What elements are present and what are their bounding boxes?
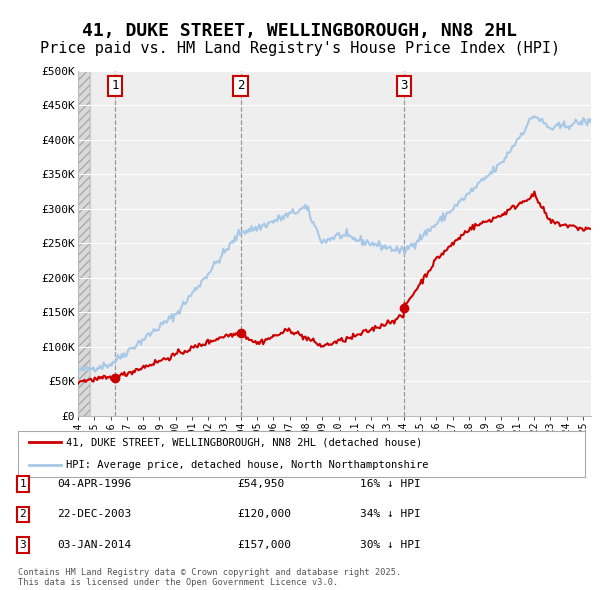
Text: 04-APR-1996: 04-APR-1996 [57,479,131,489]
Text: 1: 1 [111,80,119,93]
Text: 1: 1 [19,479,26,489]
Text: 3: 3 [19,540,26,550]
Text: 41, DUKE STREET, WELLINGBOROUGH, NN8 2HL (detached house): 41, DUKE STREET, WELLINGBOROUGH, NN8 2HL… [66,437,422,447]
Text: 2: 2 [19,510,26,519]
Text: 22-DEC-2003: 22-DEC-2003 [57,510,131,519]
Text: 3: 3 [400,80,407,93]
Text: 41, DUKE STREET, WELLINGBOROUGH, NN8 2HL: 41, DUKE STREET, WELLINGBOROUGH, NN8 2HL [83,22,517,41]
Text: 34% ↓ HPI: 34% ↓ HPI [360,510,421,519]
Text: HPI: Average price, detached house, North Northamptonshire: HPI: Average price, detached house, Nort… [66,460,428,470]
Text: £157,000: £157,000 [237,540,291,550]
Text: 16% ↓ HPI: 16% ↓ HPI [360,479,421,489]
Bar [78,71,90,416]
Text: Price paid vs. HM Land Registry's House Price Index (HPI): Price paid vs. HM Land Registry's House … [40,41,560,56]
Text: £120,000: £120,000 [237,510,291,519]
Text: 30% ↓ HPI: 30% ↓ HPI [360,540,421,550]
Text: Contains HM Land Registry data © Crown copyright and database right 2025.
This d: Contains HM Land Registry data © Crown c… [18,568,401,587]
Text: £54,950: £54,950 [237,479,284,489]
Text: 03-JAN-2014: 03-JAN-2014 [57,540,131,550]
Text: 2: 2 [237,80,244,93]
